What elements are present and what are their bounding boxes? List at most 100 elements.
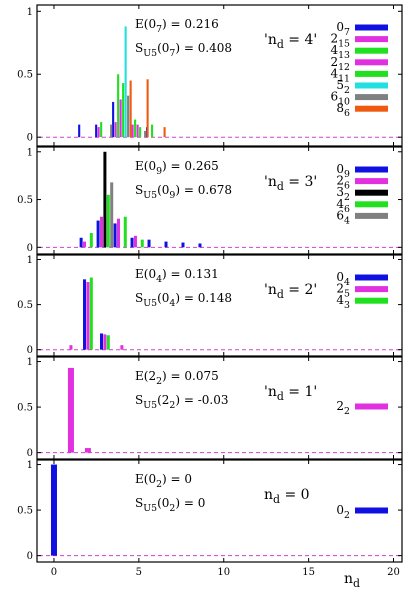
nd-label: 'nd = 1' bbox=[264, 384, 317, 403]
bar-2-2-0 bbox=[89, 277, 93, 350]
bar-0-3-1 bbox=[136, 124, 139, 138]
su5-annotation: SU5(02) = 0 bbox=[135, 496, 205, 514]
su5-annotation: SU5(22) = -0.03 bbox=[135, 393, 228, 411]
legend-swatch-0 bbox=[355, 166, 388, 173]
bar-3-0-1 bbox=[84, 448, 91, 453]
legend-label-2: 32 bbox=[336, 185, 350, 203]
legend-label-0: 07 bbox=[336, 20, 350, 38]
energy-annotation: E(02) = 0 bbox=[135, 472, 192, 490]
legend-label-2: 413 bbox=[330, 43, 350, 61]
legend-swatch-0 bbox=[355, 24, 388, 31]
su5-annotation: SU5(09) = 0.678 bbox=[135, 183, 232, 201]
nd-label: 'nd = 4' bbox=[264, 32, 317, 51]
energy-annotation: E(04) = 0.131 bbox=[135, 267, 219, 285]
plot-frame bbox=[36, 356, 403, 460]
bar-0-2-1 bbox=[117, 74, 120, 138]
legend-label-3: 46 bbox=[336, 197, 350, 215]
bar-0-5-0 bbox=[124, 26, 127, 138]
legend-label-1: 26 bbox=[336, 174, 350, 192]
bar-0-1-1 bbox=[114, 122, 117, 138]
bar-1-0-3 bbox=[130, 237, 134, 248]
x-axis-label: nd bbox=[344, 571, 360, 590]
y-tick-label: 1 bbox=[27, 7, 33, 18]
legend-swatch-2 bbox=[355, 47, 388, 54]
chart-panel-0: 0 0.5 1 E(07) = 0.216 SU5(07) = 0.408 'nd = 4… bbox=[17, 4, 403, 147]
bar-2-1-0 bbox=[69, 345, 73, 350]
bar-1-3-1 bbox=[106, 194, 110, 248]
y-tick-label: 0.5 bbox=[17, 506, 33, 517]
y-tick-label: 0.5 bbox=[17, 403, 33, 414]
plot-frame bbox=[36, 254, 403, 357]
legend-label-0: 22 bbox=[336, 399, 350, 417]
bar-1-1-2 bbox=[116, 218, 120, 248]
bar-0-2-3 bbox=[151, 124, 154, 138]
y-tick-label: 0 bbox=[27, 551, 33, 562]
legend-swatch-4 bbox=[355, 70, 388, 77]
bar-1-3-2 bbox=[123, 216, 127, 248]
energy-annotation: E(09) = 0.265 bbox=[135, 159, 219, 177]
x-tick-label: 0 bbox=[51, 567, 57, 578]
legend-swatch-4 bbox=[355, 212, 388, 219]
legend-label-1: 25 bbox=[336, 282, 350, 300]
legend-label-4: 64 bbox=[336, 208, 350, 226]
bar-0-7-0 bbox=[129, 80, 132, 138]
bar-2-0-0 bbox=[83, 279, 87, 350]
y-tick-label: 1 bbox=[27, 460, 33, 471]
bar-1-3-3 bbox=[140, 239, 144, 248]
su5-annotation: SU5(04) = 0.148 bbox=[135, 291, 232, 309]
bar-0-6-2 bbox=[144, 130, 147, 138]
y-tick-label: 0.5 bbox=[17, 70, 33, 81]
legend-swatch-2 bbox=[355, 189, 388, 196]
su5-annotation: SU5(07) = 0.408 bbox=[135, 41, 232, 59]
energy-annotation: E(07) = 0.216 bbox=[135, 17, 219, 35]
legend-swatch-3 bbox=[355, 59, 388, 66]
bar-0-2-2 bbox=[134, 119, 137, 138]
legend-swatch-7 bbox=[355, 105, 388, 112]
chart-panel-3: 0 0.5 1 E(22) = 0.075 SU5(22) = -0.03 'nd = 1… bbox=[17, 356, 403, 460]
bar-0-0-2 bbox=[112, 101, 115, 138]
y-tick-label: 0 bbox=[27, 133, 33, 144]
legend-swatch-0 bbox=[355, 507, 388, 514]
nd-label: 'nd = 2' bbox=[264, 282, 317, 301]
bar-1-3-0 bbox=[89, 232, 93, 248]
legend-swatch-6 bbox=[355, 94, 388, 101]
legend-label-2: 43 bbox=[336, 293, 350, 311]
bar-1-0-6 bbox=[181, 242, 185, 248]
bar-2-1-1 bbox=[86, 282, 90, 350]
y-tick-label: 0 bbox=[27, 448, 33, 459]
legend-label-7: 86 bbox=[336, 101, 350, 119]
bar-1-2-0 bbox=[103, 151, 107, 248]
bar-0-2-0 bbox=[100, 122, 103, 138]
bar-2-0-1 bbox=[100, 333, 104, 350]
bar-0-0-1 bbox=[95, 124, 98, 138]
bar-0-6-1 bbox=[127, 95, 130, 138]
legend-label-0: 04 bbox=[336, 270, 350, 288]
legend-label-4: 411 bbox=[330, 66, 350, 84]
bar-0-7-2 bbox=[163, 127, 166, 138]
bar-0-0-0 bbox=[78, 124, 81, 138]
y-tick-label: 1 bbox=[27, 255, 33, 266]
x-tick-label: 5 bbox=[136, 567, 142, 578]
bar-1-0-0 bbox=[79, 237, 83, 248]
legend-label-3: 212 bbox=[330, 55, 350, 73]
bar-1-0-1 bbox=[96, 220, 100, 248]
plot-frame bbox=[36, 459, 403, 563]
legend-label-0: 02 bbox=[336, 503, 350, 521]
bar-1-1-1 bbox=[100, 216, 104, 248]
legend-label-5: 52 bbox=[336, 78, 350, 96]
y-tick-label: 0.5 bbox=[17, 300, 33, 311]
bar-1-0-7 bbox=[198, 243, 202, 248]
bar-0-1-2 bbox=[131, 124, 134, 138]
legend-swatch-1 bbox=[355, 286, 388, 293]
bar-0-4-0 bbox=[122, 83, 125, 138]
energy-annotation: E(22) = 0.075 bbox=[135, 369, 219, 387]
bar-1-1-3 bbox=[133, 235, 137, 248]
chart-panel-2: 0 0.5 1 E(04) = 0.131 SU5(04) = 0.148 'nd = 2… bbox=[17, 254, 403, 357]
plot-frame bbox=[36, 146, 403, 255]
x-tick-label: 20 bbox=[387, 567, 400, 578]
bar-0-6-0 bbox=[110, 124, 113, 138]
x-tick-label: 10 bbox=[217, 567, 230, 578]
legend-label-1: 215 bbox=[330, 32, 350, 50]
plot-frame bbox=[36, 4, 403, 147]
